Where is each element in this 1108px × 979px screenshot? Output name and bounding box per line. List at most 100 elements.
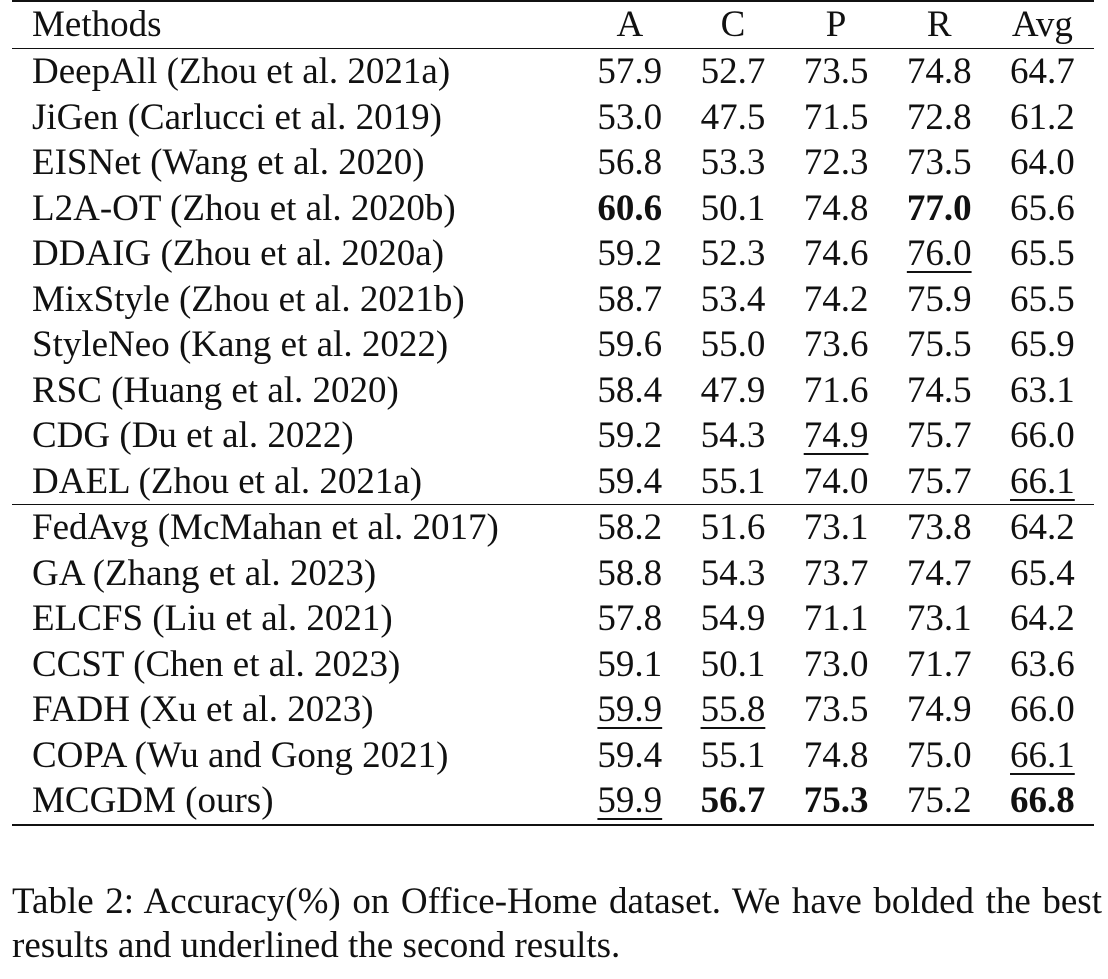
value-cell: 59.2: [578, 231, 681, 277]
value-cell: 74.0: [785, 459, 888, 505]
value-text: 77.0: [906, 187, 972, 229]
table-row: DAEL (Zhou et al. 2021a) 59.4 55.1 74.0 75.7…: [12, 459, 1094, 505]
method-name-cell: DAEL (Zhou et al. 2021a): [32, 460, 423, 502]
value-text: 63.6: [1010, 643, 1075, 685]
value-cell: 64.2: [990, 504, 1094, 551]
value-cell: 50.1: [681, 642, 784, 688]
value-text: 60.6: [597, 187, 663, 229]
value-text: 61.2: [1010, 96, 1075, 138]
table-row: DDAIG (Zhou et al. 2020a) 59.2 52.3 74.6 76.…: [12, 231, 1094, 277]
value-cell: 74.8: [785, 186, 888, 232]
federated-methods-group: FedAvg (McMahan et al. 2017) 58.2 51.6 73.1…: [12, 504, 1094, 826]
value-text: 74.9: [803, 415, 869, 456]
results-table: Methods A C P R Avg DeepAll (Zhou et al.…: [12, 0, 1094, 826]
value-cell: 74.8: [888, 49, 991, 95]
header-avg: Avg: [990, 0, 1094, 49]
value-text: 74.8: [803, 187, 869, 229]
value-text: 59.2: [597, 415, 663, 456]
value-text: 51.6: [700, 507, 766, 548]
value-text: 59.6: [597, 324, 663, 365]
method-name-cell: L2A-OT (Zhou et al. 2020b): [32, 187, 456, 229]
value-text: 50.1: [700, 187, 766, 229]
method-name-cell: JiGen (Carlucci et al. 2019): [32, 96, 442, 138]
table-header: Methods A C P R Avg: [12, 0, 1094, 49]
value-text: 47.9: [700, 369, 766, 411]
value-text: 66.1: [1010, 734, 1075, 776]
value-cell: 52.7: [681, 49, 784, 95]
value-cell: 71.1: [785, 596, 888, 642]
value-cell: 60.6: [578, 186, 681, 232]
value-cell: 73.0: [785, 642, 888, 688]
table-row: EISNet (Wang et al. 2020) 56.8 53.3 72.3 73.…: [12, 140, 1094, 186]
value-text: 73.0: [803, 643, 869, 685]
value-text: 58.7: [597, 278, 663, 320]
value-text: 64.2: [1010, 598, 1075, 639]
value-text: 65.5: [1010, 233, 1075, 274]
value-cell: 55.1: [681, 459, 784, 505]
value-text: 74.6: [803, 233, 869, 274]
value-cell: 55.0: [681, 322, 784, 368]
table-row: MixStyle (Zhou et al. 2021b) 58.7 53.4 74.2…: [12, 277, 1094, 323]
method-name-cell: COPA (Wu and Gong 2021): [32, 734, 449, 776]
value-text: 74.5: [906, 369, 972, 411]
value-cell: 59.2: [578, 413, 681, 459]
value-cell: 74.8: [785, 733, 888, 779]
value-text: 66.8: [1010, 780, 1075, 821]
value-cell: 51.6: [681, 504, 785, 551]
value-text: 64.2: [1010, 507, 1075, 548]
value-text: 75.2: [906, 780, 972, 821]
value-cell: 75.9: [888, 277, 991, 323]
value-cell: 75.7: [888, 459, 991, 505]
value-cell: 59.4: [578, 459, 681, 505]
value-text: 75.0: [906, 734, 972, 776]
value-cell: 63.6: [991, 642, 1094, 688]
value-text: 74.0: [803, 460, 869, 502]
centralized-methods-group: DeepAll (Zhou et al. 2021a) 57.9 52.7 73.5 7…: [12, 49, 1094, 505]
value-cell: 64.0: [991, 140, 1094, 186]
value-text: 74.8: [906, 51, 972, 92]
table-caption: Table 2: Accuracy(%) on Office-Home data…: [12, 881, 1102, 966]
value-text: 52.3: [700, 233, 766, 274]
value-cell: 74.9: [785, 413, 888, 459]
value-cell: 59.9: [578, 687, 681, 733]
value-cell: 52.3: [681, 231, 784, 277]
value-text: 57.9: [597, 51, 663, 92]
value-cell: 58.8: [578, 551, 681, 597]
value-text: 74.2: [803, 278, 869, 320]
value-cell: 58.7: [578, 277, 681, 323]
value-text: 73.8: [906, 507, 972, 548]
value-text: 73.1: [906, 598, 972, 639]
value-text: 75.3: [803, 780, 869, 821]
value-cell: 73.1: [888, 596, 991, 642]
value-cell: 73.1: [784, 504, 888, 551]
value-cell: 58.4: [578, 368, 681, 414]
method-name-cell: StyleNeo (Kang et al. 2022): [32, 324, 449, 365]
value-cell: 71.7: [888, 642, 991, 688]
header-a: A: [578, 0, 682, 49]
value-text: 65.4: [1010, 552, 1075, 594]
table-row: FADH (Xu et al. 2023) 59.9 55.8 73.5 74.9 66.…: [12, 687, 1094, 733]
value-cell: 74.5: [888, 368, 991, 414]
table-row: DeepAll (Zhou et al. 2021a) 57.9 52.7 73.5 7…: [12, 49, 1094, 95]
value-cell: 65.4: [991, 551, 1094, 597]
table-row: MCGDM (ours) 59.9 56.7 75.3 75.2 66.8: [12, 778, 1094, 826]
value-cell: 75.2: [887, 778, 991, 826]
value-text: 65.5: [1010, 278, 1075, 320]
value-cell: 71.5: [785, 95, 888, 141]
value-cell: 58.2: [578, 504, 682, 551]
value-text: 74.7: [906, 552, 972, 594]
value-text: 64.7: [1010, 51, 1075, 92]
value-text: 56.7: [700, 780, 766, 821]
value-cell: 66.0: [991, 413, 1094, 459]
value-cell: 65.5: [991, 231, 1094, 277]
value-cell: 72.3: [785, 140, 888, 186]
value-cell: 59.9: [578, 778, 682, 826]
value-text: 75.7: [906, 415, 972, 456]
value-cell: 73.5: [888, 140, 991, 186]
value-text: 73.1: [803, 507, 869, 548]
value-cell: 56.8: [578, 140, 681, 186]
table-row: JiGen (Carlucci et al. 2019) 53.0 47.5 71.5…: [12, 95, 1094, 141]
value-text: 55.1: [700, 460, 766, 502]
value-text: 55.1: [700, 734, 766, 776]
value-cell: 54.3: [681, 551, 784, 597]
